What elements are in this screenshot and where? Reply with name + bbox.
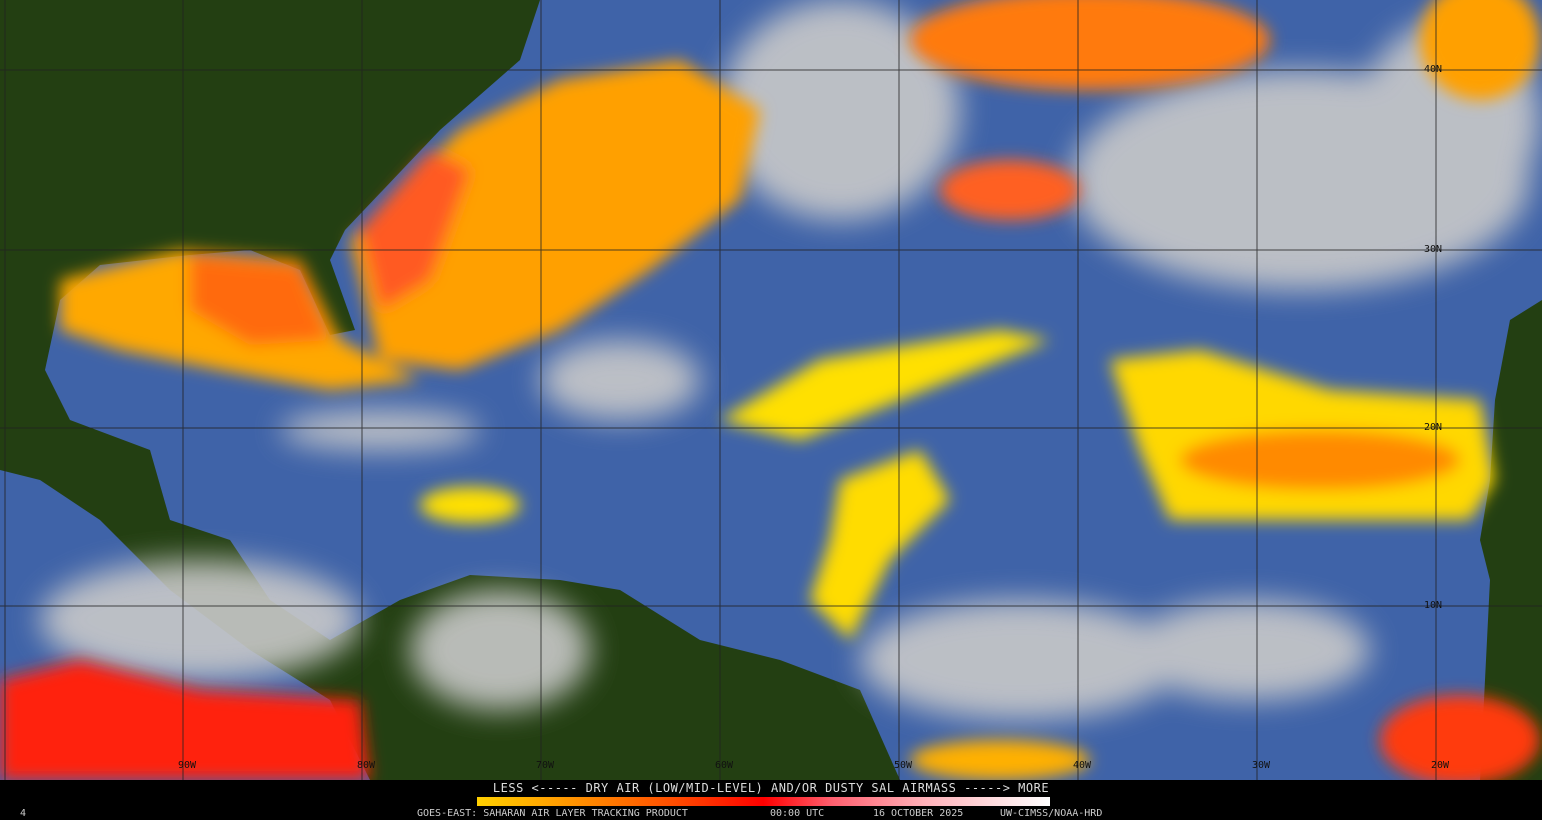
longitude-label: 50W — [894, 760, 913, 771]
sal-dust-areas — [0, 0, 1540, 780]
legend-title: LESS <----- DRY AIR (LOW/MID-LEVEL) AND/… — [492, 781, 1050, 795]
time: 00:00 UTC — [770, 808, 825, 819]
latitude-label: 10N — [1424, 600, 1443, 611]
graticule — [0, 0, 1542, 780]
legend-colorbar — [477, 797, 1050, 806]
longitude-label: 80W — [357, 760, 376, 771]
sal-map — [0, 0, 1542, 780]
latitude-label: 40N — [1424, 64, 1443, 75]
frame-index: 4 — [20, 808, 27, 819]
longitude-label: 20W — [1431, 760, 1450, 771]
longitude-label: 60W — [715, 760, 734, 771]
cloud-areas — [40, 0, 1540, 720]
latitude-label: 20N — [1424, 422, 1443, 433]
longitude-label: 40W — [1073, 760, 1092, 771]
latitude-label: 30N — [1424, 244, 1443, 255]
product-name: GOES-EAST: SAHARAN AIR LAYER TRACKING PR… — [417, 808, 688, 819]
longitude-label: 30W — [1252, 760, 1271, 771]
longitude-label: 90W — [178, 760, 197, 771]
longitude-label: 70W — [536, 760, 555, 771]
credit: UW-CIMSS/NOAA-HRD — [1000, 808, 1103, 819]
date: 16 OCTOBER 2025 — [873, 808, 964, 819]
